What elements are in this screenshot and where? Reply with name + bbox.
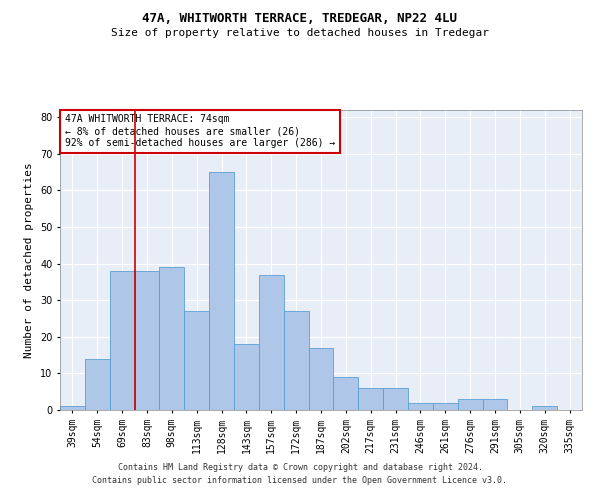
Bar: [358, 388, 383, 410]
Text: Contains public sector information licensed under the Open Government Licence v3: Contains public sector information licen…: [92, 476, 508, 485]
Bar: [408, 402, 433, 410]
Text: Contains HM Land Registry data © Crown copyright and database right 2024.: Contains HM Land Registry data © Crown c…: [118, 464, 482, 472]
Bar: [334, 377, 358, 410]
Bar: [60, 406, 85, 410]
Text: 47A, WHITWORTH TERRACE, TREDEGAR, NP22 4LU: 47A, WHITWORTH TERRACE, TREDEGAR, NP22 4…: [143, 12, 458, 26]
Bar: [209, 172, 234, 410]
Bar: [234, 344, 259, 410]
Text: Size of property relative to detached houses in Tredegar: Size of property relative to detached ho…: [111, 28, 489, 38]
Bar: [110, 271, 134, 410]
Bar: [383, 388, 408, 410]
Y-axis label: Number of detached properties: Number of detached properties: [25, 162, 34, 358]
Bar: [284, 311, 308, 410]
Bar: [259, 274, 284, 410]
Bar: [134, 271, 160, 410]
Bar: [433, 402, 458, 410]
Bar: [85, 359, 110, 410]
Bar: [184, 311, 209, 410]
Bar: [160, 268, 184, 410]
Bar: [308, 348, 334, 410]
Bar: [458, 399, 482, 410]
Bar: [482, 399, 508, 410]
Bar: [532, 406, 557, 410]
Text: 47A WHITWORTH TERRACE: 74sqm
← 8% of detached houses are smaller (26)
92% of sem: 47A WHITWORTH TERRACE: 74sqm ← 8% of det…: [65, 114, 335, 148]
